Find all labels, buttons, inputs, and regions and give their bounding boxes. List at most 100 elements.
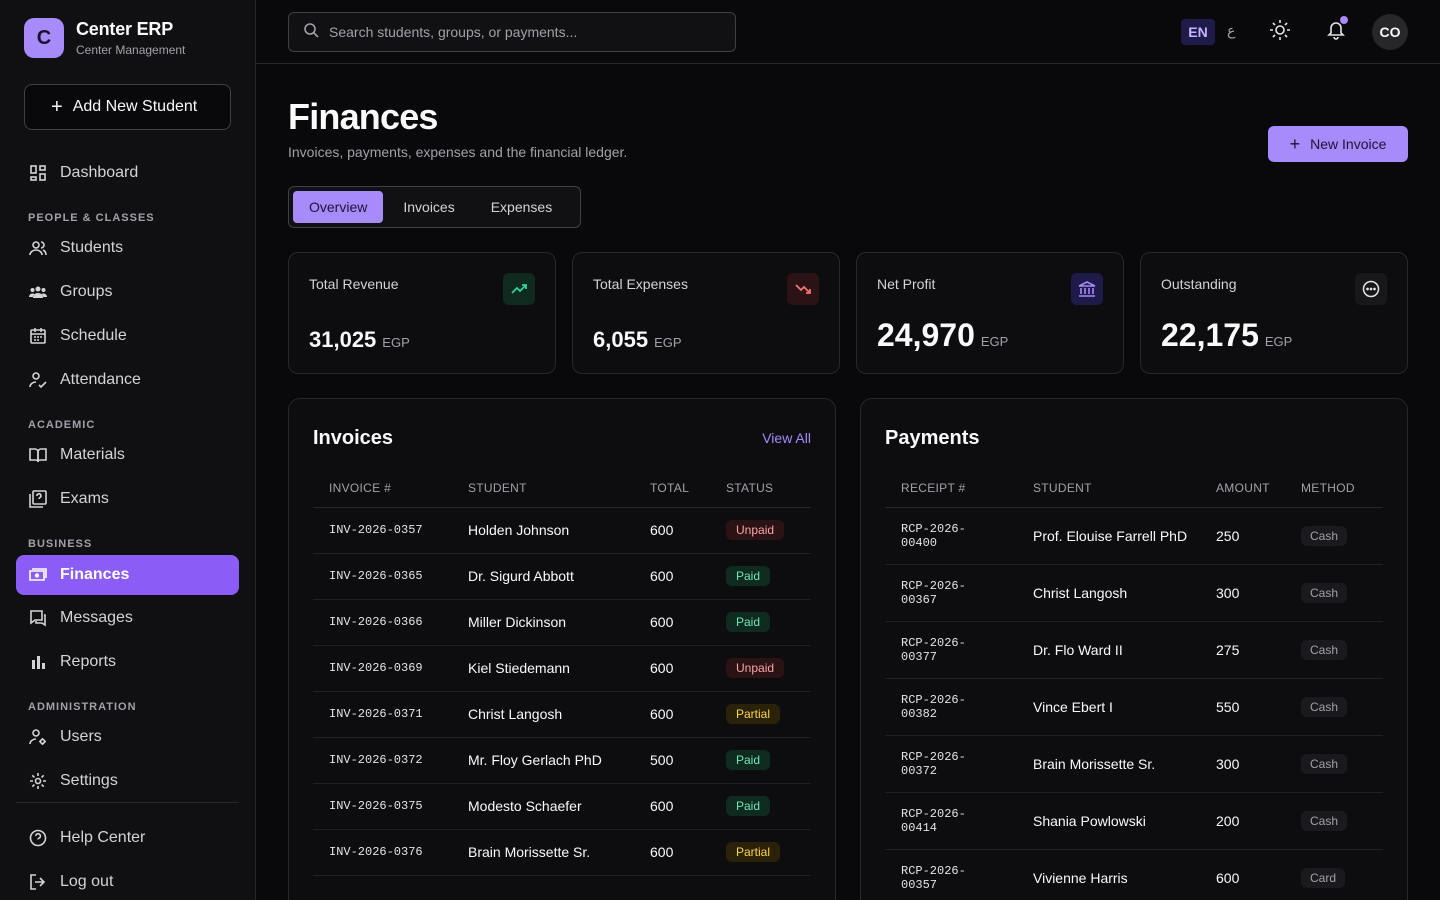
stat-currency: EGP [980, 334, 1009, 349]
search-bar[interactable] [288, 12, 736, 52]
sidebar-item-attendance[interactable]: Attendance [16, 360, 239, 400]
table-row[interactable]: INV-2026-0371 Christ Langosh 600 Partial [313, 691, 811, 738]
table-row[interactable]: RCP-2026- 00382 Vince Ebert I 550 Cash [885, 678, 1383, 736]
table-row[interactable]: INV-2026-0369 Kiel Stiedemann 600 Unpaid [313, 645, 811, 692]
view-all-invoices-link[interactable]: View All [762, 430, 811, 446]
receipt-number-part: RCP-2026- [901, 692, 966, 707]
column-header[interactable]: STATUS [710, 469, 811, 508]
page-title: Finances [288, 96, 438, 137]
sidebar-item-settings[interactable]: Settings [16, 761, 239, 801]
language-ar-button[interactable]: ع [1227, 22, 1236, 38]
sidebar-item-groups[interactable]: Groups [16, 272, 239, 312]
search-input[interactable] [329, 24, 709, 40]
column-header[interactable]: INVOICE # [313, 469, 452, 508]
invoice-total: 600 [634, 553, 710, 600]
user-check-icon [28, 370, 48, 390]
invoice-student: Kiel Stiedemann [452, 645, 634, 692]
sidebar-item-label: Reports [60, 653, 117, 670]
groups-icon [28, 282, 48, 302]
sidebar-item-students[interactable]: Students [16, 228, 239, 268]
stat-value: 31,025 EGP [309, 327, 410, 353]
sidebar-item-reports[interactable]: Reports [16, 642, 239, 682]
invoice-student: Modesto Schaefer [452, 783, 634, 830]
avatar[interactable]: CO [1372, 14, 1408, 50]
receipt-number-part: RCP-2026- [901, 578, 966, 593]
stat-value-number: 6,055 [593, 327, 649, 352]
invoice-student: Mr. Floy Gerlach PhD [452, 737, 634, 784]
add-new-student-button[interactable]: + Add New Student [24, 84, 231, 130]
table-row[interactable]: INV-2026-0366 Miller Dickinson 600 Paid [313, 599, 811, 646]
invoice-student: Holden Johnson [452, 507, 634, 554]
sidebar-item-help[interactable]: Help Center [16, 818, 239, 858]
invoice-total: 600 [634, 507, 710, 554]
column-header[interactable]: STUDENT [452, 469, 634, 508]
receipt-number: RCP-2026- 00400 [885, 507, 1017, 565]
sidebar-item-label: Help Center [60, 829, 146, 846]
tab-expenses[interactable]: Expenses [490, 199, 553, 215]
column-header[interactable]: RECEIPT # [885, 469, 1017, 508]
table-row[interactable]: RCP-2026- 00414 Shania Powlowski 200 Cash [885, 792, 1383, 850]
sidebar-item-finances[interactable]: Finances [16, 555, 239, 595]
invoices-title: Invoices [313, 427, 394, 449]
tab-invoices[interactable]: Invoices [403, 199, 455, 215]
invoice-number: INV-2026-0371 [313, 691, 452, 738]
table-row[interactable]: RCP-2026- 00357 Vivienne Harris 600 Card [885, 849, 1383, 900]
table-row[interactable]: INV-2026-0365 Dr. Sigurd Abbott 600 Paid [313, 553, 811, 600]
status-badge: Unpaid [726, 658, 785, 678]
stat-label: Total Expenses [593, 276, 688, 292]
sidebar-item-label: Groups [60, 283, 113, 300]
search-icon [303, 22, 319, 43]
invoice-number: INV-2026-0372 [313, 737, 452, 784]
invoices-table: INVOICE # STUDENT TOTAL STATUS INV-2026-… [313, 469, 811, 876]
table-row[interactable]: RCP-2026- 00367 Christ Langosh 300 Cash [885, 564, 1383, 622]
payment-student: Prof. Elouise Farrell PhD [1017, 507, 1200, 565]
receipt-number: RCP-2026- 00367 [885, 564, 1017, 622]
column-header[interactable]: METHOD [1285, 469, 1383, 508]
sidebar-item-label: Finances [60, 566, 130, 583]
theme-toggle-button[interactable] [1264, 16, 1296, 48]
payments-table: RECEIPT # STUDENT AMOUNT METHOD RCP-2026… [885, 469, 1383, 900]
brand[interactable]: C Center ERP Center Management [24, 18, 185, 58]
sidebar-item-messages[interactable]: Messages [16, 598, 239, 638]
stat-card-total-revenue: Total Revenue 31,025 EGP [288, 252, 556, 374]
column-header[interactable]: STUDENT [1017, 469, 1200, 508]
language-en-button[interactable]: EN [1181, 19, 1215, 45]
invoice-number: INV-2026-0366 [313, 599, 452, 646]
method-badge: Cash [1301, 525, 1348, 546]
payment-student: Christ Langosh [1017, 564, 1200, 622]
invoice-number: INV-2026-0376 [313, 829, 452, 876]
invoice-total: 600 [634, 599, 710, 646]
stat-card-net-profit: Net Profit 24,970 EGP [856, 252, 1124, 374]
table-row[interactable]: INV-2026-0376 Brain Morissette Sr. 600 Part… [313, 829, 811, 876]
sidebar-item-logout[interactable]: Log out [16, 862, 239, 900]
receipt-number-part: RCP-2026- [901, 521, 966, 536]
method-badge: Cash [1301, 810, 1348, 831]
sidebar-item-users[interactable]: Users [16, 717, 239, 757]
status-badge: Paid [726, 750, 771, 770]
table-row[interactable]: RCP-2026- 00377 Dr. Flo Ward II 275 Cash [885, 621, 1383, 679]
table-row[interactable]: RCP-2026- 00400 Prof. Elouise Farrell PhD 2… [885, 507, 1383, 565]
logout-icon [28, 872, 48, 892]
table-row[interactable]: INV-2026-0357 Holden Johnson 600 Unpaid [313, 507, 811, 554]
new-invoice-button[interactable]: + New Invoice [1268, 126, 1408, 162]
status-badge: Paid [726, 612, 771, 632]
sidebar-item-schedule[interactable]: Schedule [16, 316, 239, 356]
payments-card: Payments RECEIPT # STUDENT AMOUNT METHOD… [860, 398, 1408, 900]
sidebar-item-materials[interactable]: Materials [16, 435, 239, 475]
sidebar-item-exams[interactable]: Exams [16, 479, 239, 519]
table-row[interactable]: INV-2026-0372 Mr. Floy Gerlach PhD 500 Paid [313, 737, 811, 784]
notifications-button[interactable] [1320, 16, 1352, 48]
table-row[interactable]: INV-2026-0375 Modesto Schaefer 600 Paid [313, 783, 811, 830]
stat-card-total-expenses: Total Expenses 6,055 EGP [572, 252, 840, 374]
invoice-total: 600 [634, 645, 710, 692]
tab-overview[interactable]: Overview [293, 191, 384, 223]
method-badge: Cash [1301, 582, 1348, 603]
column-header[interactable]: TOTAL [634, 469, 710, 508]
receipt-number: RCP-2026- 00357 [885, 849, 1017, 900]
column-header[interactable]: AMOUNT [1200, 469, 1285, 508]
exam-icon [28, 489, 48, 509]
table-row[interactable]: RCP-2026- 00372 Brain Morissette Sr. 300 Cas… [885, 735, 1383, 793]
invoice-number: INV-2026-0375 [313, 783, 452, 830]
method-badge: Cash [1301, 639, 1348, 660]
sidebar-item-dashboard[interactable]: Dashboard [16, 153, 239, 193]
